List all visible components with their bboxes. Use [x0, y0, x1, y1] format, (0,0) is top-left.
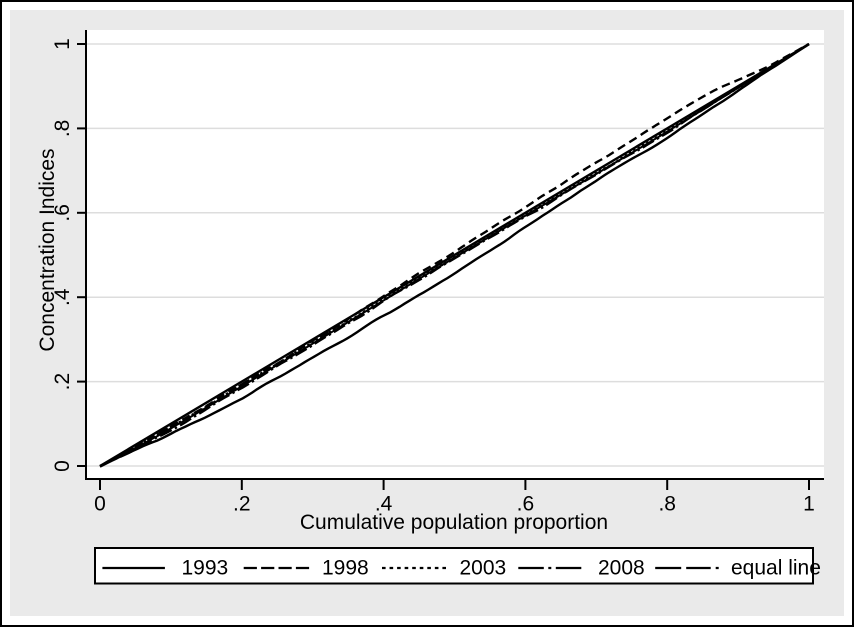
svg-text:1: 1 [803, 493, 815, 516]
svg-text:1993: 1993 [182, 557, 229, 580]
svg-text:2003: 2003 [460, 557, 507, 580]
svg-text:.2: .2 [51, 373, 74, 391]
svg-text:2008: 2008 [598, 557, 645, 580]
svg-text:.4: .4 [375, 493, 393, 516]
svg-text:.2: .2 [233, 493, 251, 516]
svg-text:.6: .6 [517, 493, 535, 516]
svg-text:1998: 1998 [322, 557, 369, 580]
svg-text:.6: .6 [51, 204, 74, 222]
svg-text:Concentration Indices: Concentration Indices [36, 148, 59, 351]
svg-text:1: 1 [51, 38, 74, 50]
svg-text:.4: .4 [51, 288, 74, 306]
svg-text:equal line: equal line [731, 557, 821, 580]
svg-text:.8: .8 [658, 493, 676, 516]
svg-text:0: 0 [51, 460, 74, 472]
svg-text:.8: .8 [51, 120, 74, 138]
svg-text:0: 0 [94, 493, 106, 516]
svg-text:Cumulative population proporti: Cumulative population proportion [300, 511, 608, 534]
